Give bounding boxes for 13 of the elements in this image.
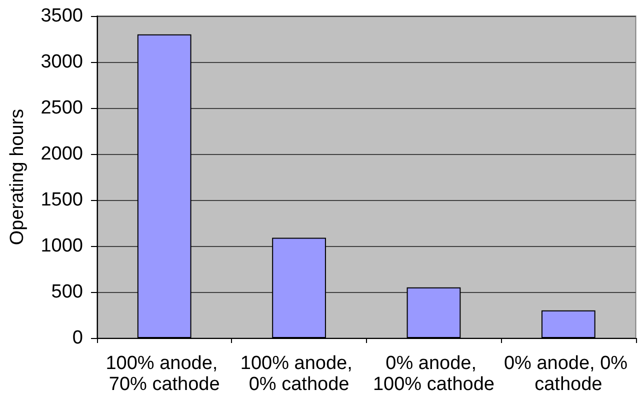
y-tick-label: 2000 [40,144,83,164]
y-tick-label: 3500 [40,6,83,26]
x-tick-label: 100% anode, 70% cathode [106,353,223,395]
y-tick-label: 3000 [40,52,83,72]
y-tick-label: 500 [51,282,83,302]
y-axis-title: Operating hours [7,108,28,246]
y-tick-label: 1000 [40,236,83,256]
y-tick-label: 2500 [40,98,83,118]
x-tick-label: 0% anode, 100% cathode [372,353,494,395]
x-tick-label: 100% anode, 0% cathode [240,353,358,395]
y-tick-label: 0 [72,328,83,348]
y-tick-label: 1500 [40,190,83,210]
x-tick-label: 0% anode, 0% cathode [504,353,633,395]
